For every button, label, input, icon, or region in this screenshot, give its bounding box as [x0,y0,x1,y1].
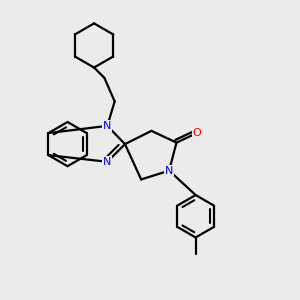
Text: O: O [193,128,202,138]
Text: N: N [103,157,112,167]
Text: N: N [165,166,173,176]
Text: N: N [103,121,112,131]
